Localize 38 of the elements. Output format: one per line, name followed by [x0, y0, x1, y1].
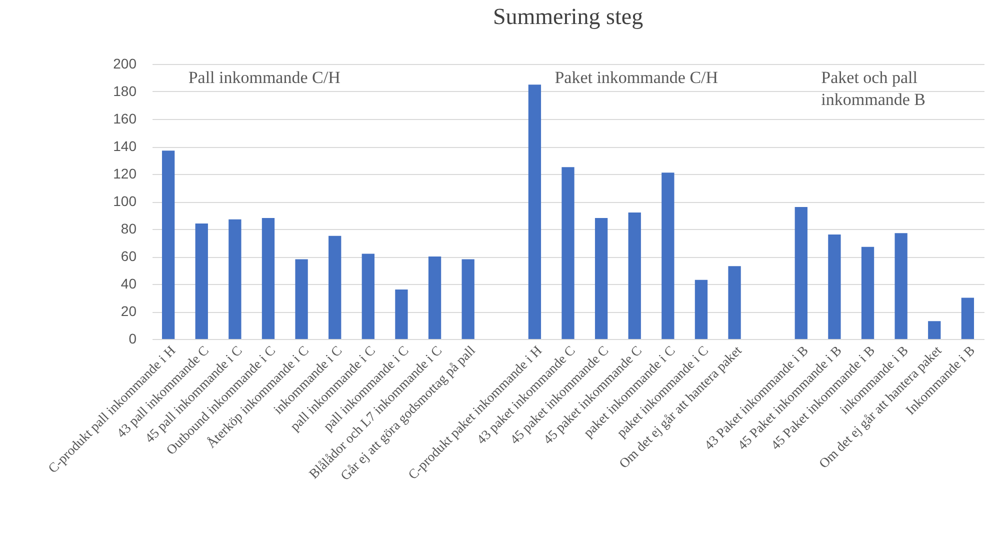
y-tick-label: 0: [128, 330, 137, 346]
bar: [228, 219, 242, 339]
bar: [328, 236, 342, 339]
y-tick-label: 140: [113, 138, 137, 154]
y-tick-label: 100: [113, 193, 137, 209]
bar: [395, 290, 408, 339]
bar: [794, 207, 808, 339]
y-tick-label: 180: [113, 83, 137, 99]
y-tick-label: 40: [120, 276, 137, 292]
bar: [428, 256, 442, 339]
bar: [262, 218, 275, 339]
annotation: Pall inkommande C/H: [188, 68, 340, 87]
bar: [162, 150, 175, 339]
annotation: Paket och pall inkommande B: [821, 68, 926, 109]
bar: [462, 259, 474, 339]
bar: [662, 172, 674, 339]
bar: [362, 254, 374, 339]
annotation: Paket inkommande C/H: [554, 68, 718, 87]
bar: [694, 280, 708, 339]
bar: [828, 234, 841, 339]
bar: [528, 84, 542, 339]
y-tick-label: 80: [120, 220, 137, 236]
bar: [928, 321, 941, 339]
y-tick-label: 200: [113, 56, 137, 72]
y-tick-label: 160: [113, 110, 137, 126]
bar: [961, 298, 974, 339]
bar: [628, 212, 641, 339]
bar: [594, 218, 608, 339]
bar: [195, 224, 208, 339]
bar: [295, 259, 308, 339]
y-tick-label: 120: [113, 166, 137, 182]
bar: [562, 167, 574, 339]
bar: [861, 246, 874, 339]
bar: [728, 266, 741, 339]
chart-title: Summering steg: [492, 4, 644, 29]
bar: [894, 233, 908, 339]
y-tick-label: 60: [120, 248, 137, 264]
y-tick-label: 20: [120, 303, 137, 319]
